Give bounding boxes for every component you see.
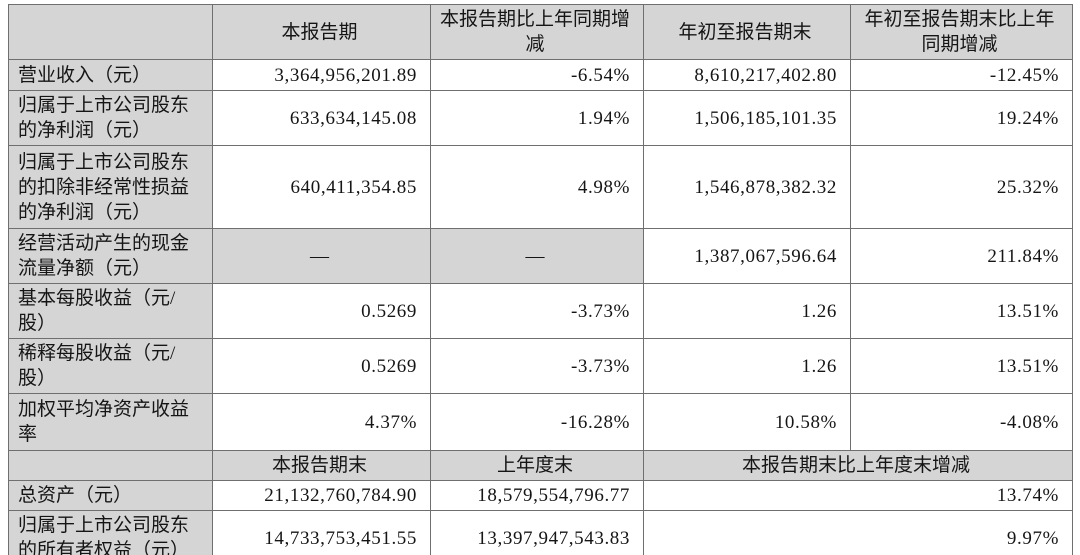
value-cell: -3.73% [430, 283, 644, 339]
value-cell: 0.5269 [212, 283, 431, 339]
value-cell: 25.32% [850, 145, 1073, 229]
column-header-current-period: 本报告期 [212, 4, 431, 60]
value-cell: 1,546,878,382.32 [643, 145, 851, 229]
row-label: 总资产（元） [8, 480, 213, 511]
value-cell: 640,411,354.85 [212, 145, 431, 229]
table-row-basic-eps: 基本每股收益（元/股） 0.5269 -3.73% 1.26 13.51% [8, 283, 1073, 339]
value-cell: 14,733,753,451.55 [212, 510, 431, 555]
row-label: 稀释每股收益（元/股） [8, 338, 213, 394]
table-row-weighted-avg-roe: 加权平均净资产收益率 4.37% -16.28% 10.58% -4.08% [8, 393, 1073, 451]
table-row-shareholders-equity: 归属于上市公司股东的所有者权益（元） 14,733,753,451.55 13,… [8, 510, 1073, 555]
value-cell: 1,387,067,596.64 [643, 228, 851, 284]
value-cell: 10.58% [643, 393, 851, 451]
value-cell: 1,506,185,101.35 [643, 90, 851, 146]
value-cell: -12.45% [850, 59, 1073, 91]
column-header-ytd-change: 年初至报告期末比上年同期增减 [850, 4, 1073, 60]
empty-header-cell [8, 450, 213, 481]
value-cell: -3.73% [430, 338, 644, 394]
value-cell: 1.26 [643, 283, 851, 339]
value-cell: 0.5269 [212, 338, 431, 394]
value-cell: 1.26 [643, 338, 851, 394]
table-row-revenue: 营业收入（元） 3,364,956,201.89 -6.54% 8,610,21… [8, 59, 1073, 91]
value-cell: 211.84% [850, 228, 1073, 284]
value-cell: 13.74% [643, 480, 1073, 511]
value-cell: 19.24% [850, 90, 1073, 146]
value-cell: 21,132,760,784.90 [212, 480, 431, 511]
value-cell: 18,579,554,796.77 [430, 480, 644, 511]
value-cell: -16.28% [430, 393, 644, 451]
table-row-diluted-eps: 稀释每股收益（元/股） 0.5269 -3.73% 1.26 13.51% [8, 338, 1073, 394]
value-cell: 13.51% [850, 283, 1073, 339]
column-header-ytd: 年初至报告期末 [643, 4, 851, 60]
dash-cell: — [430, 228, 644, 284]
row-label: 基本每股收益（元/股） [8, 283, 213, 339]
value-cell: 13.51% [850, 338, 1073, 394]
value-cell: -6.54% [430, 59, 644, 91]
value-cell: 1.94% [430, 90, 644, 146]
column-header-period-end-change: 本报告期末比上年度末增减 [643, 450, 1073, 481]
column-header-period-change: 本报告期比上年同期增减 [430, 4, 644, 60]
financial-summary-table: 本报告期 本报告期比上年同期增减 年初至报告期末 年初至报告期末比上年同期增减 … [8, 4, 1073, 555]
section2-header-row: 本报告期末 上年度末 本报告期末比上年度末增减 [8, 450, 1073, 481]
row-label: 归属于上市公司股东的所有者权益（元） [8, 510, 213, 555]
value-cell: 4.98% [430, 145, 644, 229]
value-cell: -4.08% [850, 393, 1073, 451]
row-label: 营业收入（元） [8, 59, 213, 91]
value-cell: 9.97% [643, 510, 1073, 555]
value-cell: 8,610,217,402.80 [643, 59, 851, 91]
value-cell: 13,397,947,543.83 [430, 510, 644, 555]
section1-header-row: 本报告期 本报告期比上年同期增减 年初至报告期末 年初至报告期末比上年同期增减 [8, 4, 1073, 60]
row-label: 加权平均净资产收益率 [8, 393, 213, 451]
table-row-net-profit-excl-nonrecurring: 归属于上市公司股东的扣除非经常性损益的净利润（元） 640,411,354.85… [8, 145, 1073, 229]
value-cell: 4.37% [212, 393, 431, 451]
dash-cell: — [212, 228, 431, 284]
table-row-operating-cash-flow: 经营活动产生的现金流量净额（元） — — 1,387,067,596.64 21… [8, 228, 1073, 284]
column-header-period-end: 本报告期末 [212, 450, 431, 481]
row-label: 归属于上市公司股东的扣除非经常性损益的净利润（元） [8, 145, 213, 229]
empty-header-cell [8, 4, 213, 60]
value-cell: 633,634,145.08 [212, 90, 431, 146]
table-row-net-profit: 归属于上市公司股东的净利润（元） 633,634,145.08 1.94% 1,… [8, 90, 1073, 146]
table-row-total-assets: 总资产（元） 21,132,760,784.90 18,579,554,796.… [8, 480, 1073, 511]
column-header-prior-year-end: 上年度末 [430, 450, 644, 481]
value-cell: 3,364,956,201.89 [212, 59, 431, 91]
row-label: 归属于上市公司股东的净利润（元） [8, 90, 213, 146]
row-label: 经营活动产生的现金流量净额（元） [8, 228, 213, 284]
